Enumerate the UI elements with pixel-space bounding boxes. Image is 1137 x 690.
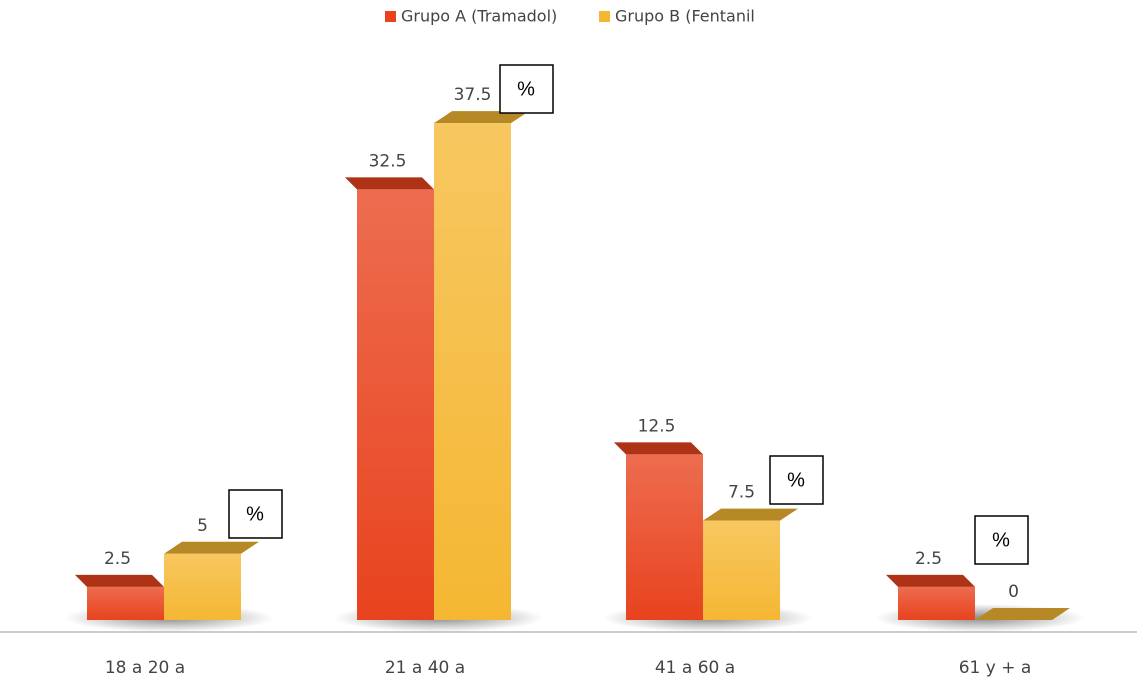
annotation: % [787, 469, 805, 491]
annotation: % [246, 503, 264, 525]
data-label: 12.5 [638, 416, 676, 436]
bar-top-shade [345, 177, 434, 190]
bar-group [164, 541, 259, 620]
bar-shine [626, 454, 703, 620]
bar-top [75, 574, 164, 587]
legend-swatch [599, 11, 610, 22]
data-label: 2.5 [915, 549, 942, 569]
bar-shine [357, 189, 434, 620]
legend-label: Grupo B (Fentanil [615, 7, 755, 26]
bar-group [75, 574, 164, 620]
annotation-box [974, 515, 1029, 565]
bar-shine [703, 520, 780, 620]
bar-top [164, 541, 259, 554]
bar-top [614, 442, 703, 455]
bar-top [434, 111, 529, 124]
bar-group [886, 574, 975, 620]
bar-top [886, 574, 975, 587]
x-tick-label: 21 a 40 a [385, 658, 465, 678]
bar-top-shade [164, 541, 259, 554]
bar-group [975, 608, 1070, 620]
data-label: 32.5 [369, 151, 407, 171]
x-tick-label: 18 a 20 a [105, 658, 185, 678]
bar-top [703, 508, 798, 521]
bar-group [434, 111, 529, 620]
annotation-box [499, 64, 554, 114]
bar-shine [434, 123, 511, 620]
bar-shine [164, 553, 241, 620]
bar-top-shade [886, 574, 975, 587]
data-label: 5 [197, 516, 208, 536]
data-label: 2.5 [104, 549, 131, 569]
annotation-box [769, 455, 824, 505]
bar-group [703, 508, 798, 620]
bar-top-shade [975, 608, 1070, 620]
legend-label: Grupo A (Tramadol) [401, 7, 557, 26]
bar-top-shade [703, 508, 798, 521]
bar-group [345, 177, 434, 620]
bar-shine [87, 586, 164, 620]
data-label: 37.5 [454, 85, 492, 105]
annotation: % [517, 78, 535, 100]
bar-top [975, 608, 1070, 620]
annotation-box [228, 489, 283, 539]
bar-top-shade [75, 574, 164, 587]
legend-swatch [385, 11, 396, 22]
x-tick-label: 61 y + a [959, 658, 1032, 678]
data-label: 0 [1008, 582, 1019, 602]
bar-top-shade [434, 111, 529, 124]
bar-shine [898, 586, 975, 620]
data-label: 7.5 [728, 483, 755, 503]
bar-top [345, 177, 434, 190]
x-tick-label: 41 a 60 a [655, 658, 735, 678]
bar-group [614, 442, 703, 620]
annotation: % [992, 529, 1010, 551]
bar-top-shade [614, 442, 703, 455]
